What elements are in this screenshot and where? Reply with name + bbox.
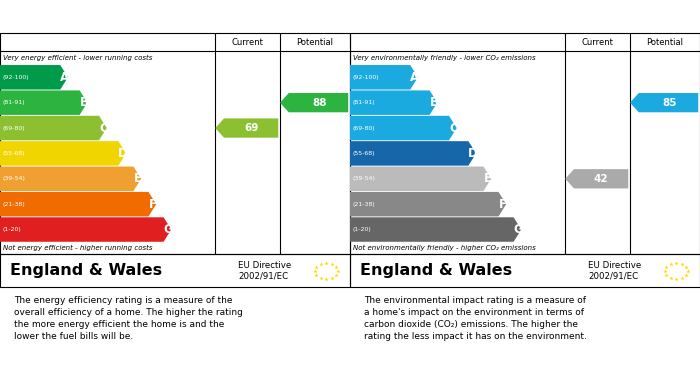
Text: (92-100): (92-100) bbox=[353, 75, 379, 80]
Text: B: B bbox=[430, 96, 439, 109]
Text: D: D bbox=[118, 147, 128, 160]
Text: (55-68): (55-68) bbox=[3, 151, 25, 156]
Polygon shape bbox=[350, 217, 522, 242]
Text: (69-80): (69-80) bbox=[353, 126, 375, 131]
Polygon shape bbox=[216, 118, 279, 138]
Text: G: G bbox=[513, 223, 523, 236]
Text: Potential: Potential bbox=[297, 38, 333, 47]
Polygon shape bbox=[0, 90, 88, 115]
Text: (21-38): (21-38) bbox=[3, 202, 25, 207]
Text: F: F bbox=[499, 198, 507, 211]
Polygon shape bbox=[280, 93, 349, 112]
Text: E: E bbox=[134, 172, 142, 185]
Text: Not environmentally friendly - higher CO₂ emissions: Not environmentally friendly - higher CO… bbox=[353, 245, 536, 251]
Text: (81-91): (81-91) bbox=[3, 100, 25, 105]
Polygon shape bbox=[350, 167, 491, 191]
Text: Current: Current bbox=[232, 38, 264, 47]
Polygon shape bbox=[0, 116, 106, 140]
Polygon shape bbox=[350, 141, 476, 166]
Text: (55-68): (55-68) bbox=[353, 151, 375, 156]
Text: 88: 88 bbox=[312, 98, 326, 108]
Text: EU Directive
2002/91/EC: EU Directive 2002/91/EC bbox=[238, 261, 291, 281]
Text: 69: 69 bbox=[244, 123, 258, 133]
Text: EU Directive
2002/91/EC: EU Directive 2002/91/EC bbox=[588, 261, 641, 281]
Text: D: D bbox=[468, 147, 478, 160]
Text: Very energy efficient - lower running costs: Very energy efficient - lower running co… bbox=[3, 54, 152, 61]
Text: Not energy efficient - higher running costs: Not energy efficient - higher running co… bbox=[3, 245, 153, 251]
Text: (39-54): (39-54) bbox=[353, 176, 376, 181]
Text: 85: 85 bbox=[662, 98, 676, 108]
Text: E: E bbox=[484, 172, 492, 185]
Text: G: G bbox=[163, 223, 173, 236]
Text: England & Wales: England & Wales bbox=[360, 263, 512, 278]
Text: C: C bbox=[449, 122, 458, 135]
Polygon shape bbox=[0, 65, 68, 90]
Polygon shape bbox=[566, 169, 629, 188]
Polygon shape bbox=[0, 167, 141, 191]
Polygon shape bbox=[0, 217, 172, 242]
Text: (81-91): (81-91) bbox=[353, 100, 375, 105]
Polygon shape bbox=[350, 192, 506, 216]
Polygon shape bbox=[0, 192, 156, 216]
Polygon shape bbox=[350, 116, 456, 140]
Text: Very environmentally friendly - lower CO₂ emissions: Very environmentally friendly - lower CO… bbox=[353, 54, 536, 61]
Polygon shape bbox=[350, 65, 418, 90]
Text: (1-20): (1-20) bbox=[353, 227, 372, 232]
Text: 42: 42 bbox=[594, 174, 608, 184]
Text: (1-20): (1-20) bbox=[3, 227, 22, 232]
Text: (39-54): (39-54) bbox=[3, 176, 26, 181]
Text: England & Wales: England & Wales bbox=[10, 263, 162, 278]
Polygon shape bbox=[0, 141, 126, 166]
Text: Environmental Impact (CO₂) Rating: Environmental Impact (CO₂) Rating bbox=[358, 10, 605, 23]
Text: F: F bbox=[149, 198, 157, 211]
Text: A: A bbox=[410, 71, 419, 84]
Text: The energy efficiency rating is a measure of the
overall efficiency of a home. T: The energy efficiency rating is a measur… bbox=[14, 296, 243, 341]
Text: C: C bbox=[99, 122, 108, 135]
Text: The environmental impact rating is a measure of
a home's impact on the environme: The environmental impact rating is a mea… bbox=[364, 296, 587, 341]
Text: B: B bbox=[80, 96, 89, 109]
Text: (69-80): (69-80) bbox=[3, 126, 25, 131]
Text: (21-38): (21-38) bbox=[353, 202, 375, 207]
Polygon shape bbox=[350, 90, 438, 115]
Polygon shape bbox=[630, 93, 699, 112]
Text: (92-100): (92-100) bbox=[3, 75, 29, 80]
Text: A: A bbox=[60, 71, 69, 84]
Text: Current: Current bbox=[582, 38, 614, 47]
Text: Energy Efficiency Rating: Energy Efficiency Rating bbox=[8, 10, 181, 23]
Text: Potential: Potential bbox=[647, 38, 683, 47]
